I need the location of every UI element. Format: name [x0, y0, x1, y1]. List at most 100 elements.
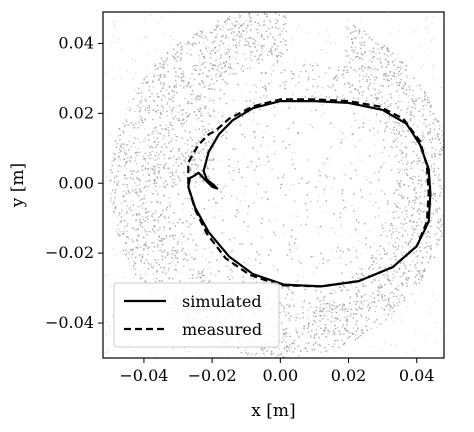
cloud-point	[129, 248, 132, 251]
cloud-point	[117, 170, 120, 173]
cloud-point	[180, 109, 183, 111]
cloud-point	[136, 154, 138, 157]
cloud-point	[255, 59, 258, 62]
cloud-point	[145, 245, 147, 248]
cloud-point	[219, 73, 222, 76]
cloud-point	[284, 349, 286, 351]
cloud-point	[215, 26, 218, 28]
cloud-point	[126, 183, 128, 186]
cloud-point	[166, 183, 169, 186]
cloud-point	[319, 174, 322, 177]
cloud-point	[414, 104, 417, 106]
cloud-point	[267, 36, 269, 38]
cloud-point	[143, 195, 146, 197]
cloud-point	[425, 171, 427, 174]
cloud-point	[190, 93, 193, 96]
cloud-point	[194, 249, 197, 252]
cloud-point	[175, 269, 178, 272]
cloud-point	[423, 210, 426, 212]
cloud-point	[385, 235, 388, 237]
cloud-point	[419, 202, 422, 204]
cloud-point	[380, 84, 383, 87]
cloud-point	[228, 239, 231, 241]
cloud-point	[139, 141, 141, 144]
cloud-point	[398, 193, 400, 196]
cloud-point	[438, 153, 440, 156]
cloud-point	[370, 257, 373, 260]
cloud-point	[275, 22, 277, 25]
cloud-point	[167, 70, 169, 73]
cloud-point	[421, 135, 424, 138]
cloud-point	[360, 302, 363, 305]
cloud-point	[157, 229, 159, 231]
cloud-point	[268, 27, 270, 30]
cloud-point	[273, 140, 276, 142]
cloud-point	[166, 89, 168, 91]
cloud-point	[153, 179, 156, 181]
cloud-point	[219, 97, 222, 100]
cloud-point	[429, 139, 431, 141]
cloud-point	[391, 307, 394, 309]
cloud-point	[182, 87, 185, 89]
cloud-point	[372, 257, 374, 259]
cloud-point	[381, 295, 383, 298]
cloud-point	[417, 278, 420, 281]
cloud-point	[228, 55, 231, 58]
cloud-point	[397, 183, 400, 185]
cloud-point	[414, 175, 417, 178]
cloud-point	[334, 291, 337, 293]
cloud-point	[377, 215, 380, 217]
cloud-point	[423, 108, 425, 110]
cloud-point	[241, 36, 243, 38]
cloud-point	[390, 305, 392, 308]
cloud-point	[398, 122, 401, 125]
cloud-point	[132, 177, 134, 180]
cloud-point	[228, 50, 231, 53]
cloud-point	[446, 160, 448, 162]
cloud-point	[249, 51, 252, 53]
cloud-point	[171, 253, 173, 255]
cloud-point	[384, 276, 387, 278]
cloud-point	[200, 150, 202, 152]
cloud-point	[381, 66, 383, 69]
cloud-point	[151, 213, 154, 216]
cloud-point	[150, 153, 152, 156]
cloud-point	[339, 257, 342, 259]
cloud-point	[163, 238, 165, 240]
cloud-point	[255, 250, 258, 253]
cloud-point	[416, 162, 419, 165]
cloud-point	[150, 167, 152, 169]
cloud-point	[227, 66, 230, 69]
cloud-point	[115, 206, 117, 208]
cloud-point	[155, 261, 158, 264]
cloud-point	[420, 279, 423, 282]
cloud-point	[433, 256, 436, 259]
cloud-point	[367, 66, 370, 68]
cloud-point	[176, 51, 179, 54]
cloud-point	[169, 235, 171, 237]
cloud-point	[201, 114, 204, 117]
cloud-point	[369, 67, 371, 69]
cloud-point	[184, 42, 187, 45]
cloud-point	[210, 142, 212, 144]
cloud-point	[385, 305, 387, 308]
cloud-point	[413, 221, 415, 224]
cloud-point	[422, 138, 424, 141]
cloud-point	[439, 194, 441, 197]
cloud-point	[358, 291, 360, 293]
cloud-point	[173, 181, 175, 184]
cloud-point	[266, 198, 269, 201]
cloud-point	[316, 85, 319, 88]
cloud-point	[395, 76, 398, 79]
cloud-point	[424, 246, 427, 249]
cloud-point	[244, 349, 247, 351]
cloud-point	[402, 283, 404, 286]
cloud-point	[294, 347, 296, 350]
cloud-point	[252, 42, 254, 44]
cloud-point	[157, 259, 159, 261]
cloud-point	[367, 309, 370, 312]
cloud-point	[183, 171, 185, 174]
cloud-point	[266, 155, 269, 158]
cloud-point	[293, 342, 296, 344]
cloud-point	[162, 243, 164, 246]
